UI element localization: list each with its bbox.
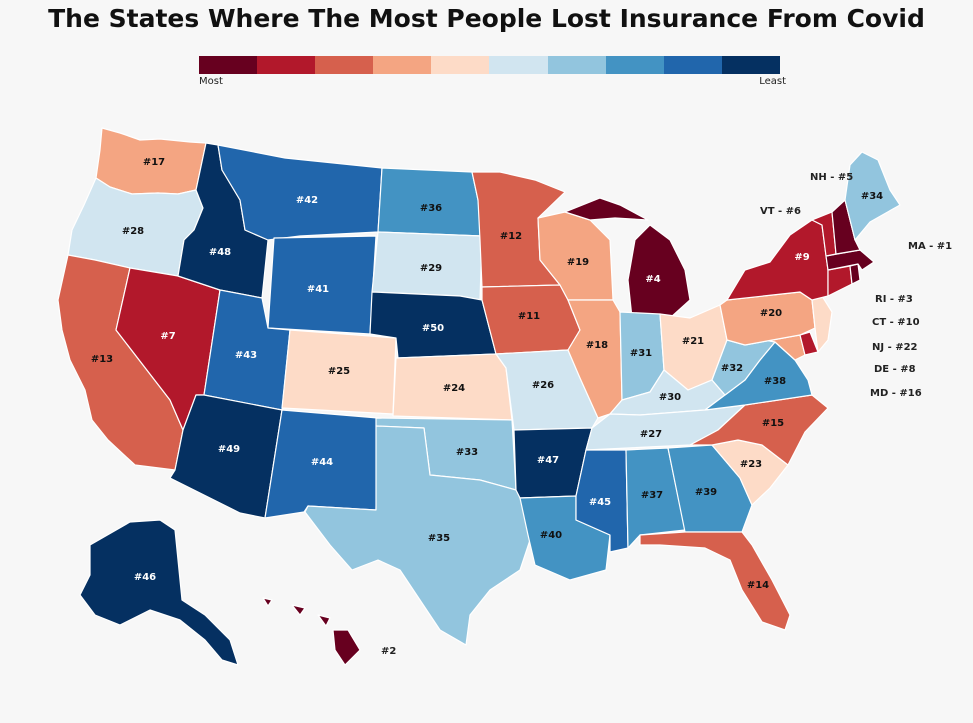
color-legend [199,56,780,74]
legend-swatch-8 [605,56,664,74]
callout-nj: NJ - #22 [872,342,918,353]
state-label-la: #40 [540,530,562,541]
state-nd[interactable] [377,167,483,237]
state-shapes [57,127,901,666]
state-label-al: #37 [641,490,663,501]
map-title: The States Where The Most People Lost In… [48,4,925,33]
callout-ma: MA - #1 [908,241,952,252]
state-label-va: #38 [764,376,786,387]
state-label-ne: #50 [422,323,444,334]
state-label-ut: #43 [235,350,257,361]
callout-de: DE - #8 [874,364,916,375]
legend-swatch-4 [373,56,432,74]
state-label-wi: #19 [567,257,589,268]
state-label-wy: #41 [307,284,329,295]
state-label-ca: #13 [91,354,113,365]
state-label-mn: #12 [500,231,522,242]
state-label-co: #25 [328,366,350,377]
legend-swatch-5 [431,56,490,74]
legend-swatch-3 [315,56,374,74]
state-label-ia: #11 [518,311,540,322]
callout-nh: NH - #5 [810,172,853,183]
legend-most-label: Most [199,76,223,87]
state-label-fl: #14 [747,580,769,591]
state-il[interactable] [567,299,623,419]
state-label-oh: #21 [682,336,704,347]
callout-ri: RI - #3 [875,294,913,305]
state-ct[interactable] [827,265,853,297]
state-ak[interactable] [79,519,239,666]
state-label-id: #48 [209,247,231,258]
state-label-ms: #45 [589,497,611,508]
state-label-ny: #9 [794,252,809,263]
state-vt[interactable] [811,211,837,257]
state-label-ak: #46 [134,572,156,583]
state-label-mi: #4 [645,274,660,285]
legend-swatch-7 [547,56,606,74]
state-label-nv: #7 [160,331,175,342]
small-state-callouts: NH - #5 VT - #6 MA - #1 RI - #3 CT - #10 NJ -… [760,172,952,399]
state-label-nc: #15 [762,418,784,429]
legend-swatch-6 [489,56,548,74]
state-label-il: #18 [586,340,608,351]
callout-md: MD - #16 [870,388,922,399]
state-mi[interactable] [564,197,691,319]
state-label-me: #34 [861,191,883,202]
state-label-ga: #39 [695,487,717,498]
state-ri[interactable] [849,263,861,285]
state-label-ar: #47 [537,455,559,466]
state-nh[interactable] [831,199,861,255]
state-label-ks: #24 [443,383,465,394]
state-label-wv: #32 [721,363,743,374]
state-label-az: #49 [218,444,240,455]
state-label-nm: #44 [311,457,333,468]
state-label-wa: #17 [143,157,165,168]
state-label-ok: #33 [456,447,478,458]
legend-least-label: Least [759,76,786,87]
state-label-or: #28 [122,226,144,237]
state-label-hi: #2 [381,646,396,657]
state-label-nd: #36 [420,203,442,214]
state-label-pa: #20 [760,308,782,319]
legend-swatch-2 [257,56,316,74]
state-label-mt: #42 [296,195,318,206]
state-label-sd: #29 [420,263,442,274]
state-nc[interactable] [689,394,829,466]
state-al[interactable] [625,447,686,549]
state-ny[interactable] [726,219,829,301]
legend-swatch-10 [721,56,780,74]
callout-vt: VT - #6 [760,206,801,217]
state-label-in: #31 [630,348,652,359]
state-label-mo: #26 [532,380,554,391]
legend-swatch-1 [199,56,258,74]
state-me[interactable] [844,151,901,241]
state-rank-labels: #17 #28 #13 #7 #48 #42 #41 #43 #49 #25 #44 #36 #29 #5… [91,157,883,657]
state-label-tx: #35 [428,533,450,544]
state-tx[interactable] [304,425,531,646]
state-hi[interactable] [262,597,361,666]
state-label-ky: #30 [659,392,681,403]
legend-swatch-9 [663,56,722,74]
state-label-sc: #23 [740,459,762,470]
state-label-tn: #27 [640,429,662,440]
callout-ct: CT - #10 [872,317,920,328]
state-fl[interactable] [639,531,791,631]
